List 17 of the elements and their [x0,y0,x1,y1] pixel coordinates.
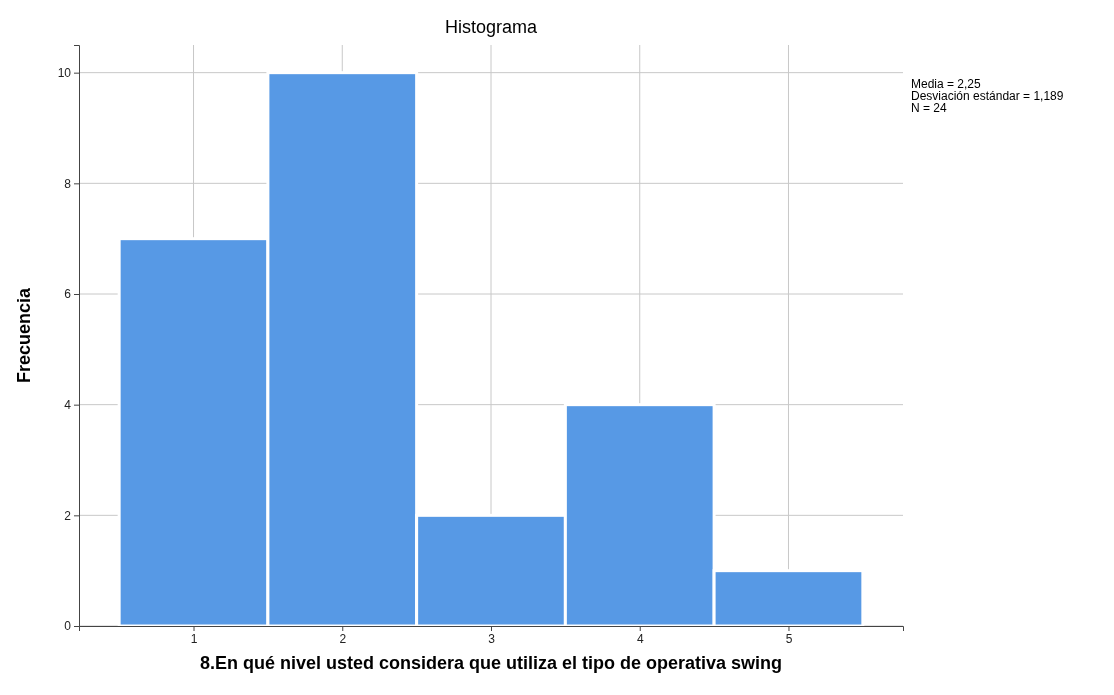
y-tick-label: 10 [57,66,72,81]
text: N = 24 [911,101,948,115]
x-tick-label: 4 [636,631,644,646]
x-axis-title: 8.En qué nivel usted considera que utiliza el tipo de operativa swing [199,653,783,673]
y-tick-label: 4 [64,398,72,413]
x-tick-label: 2 [339,631,347,646]
text: Media = 2,25 [911,77,982,91]
y-tick-label: 0 [64,619,72,634]
y-tick-label: 6 [64,287,72,302]
x-tick-label: 5 [785,631,793,646]
y-tick-label: 8 [64,176,72,191]
x-tick-label: 3 [488,631,496,646]
text: Desviación estándar = 1,189 [911,89,1064,103]
y-axis-title: Frecuencia [14,286,34,384]
chart-title: Histograma [444,17,538,37]
x-tick-label: 1 [190,631,198,646]
y-tick-label: 2 [64,508,72,523]
